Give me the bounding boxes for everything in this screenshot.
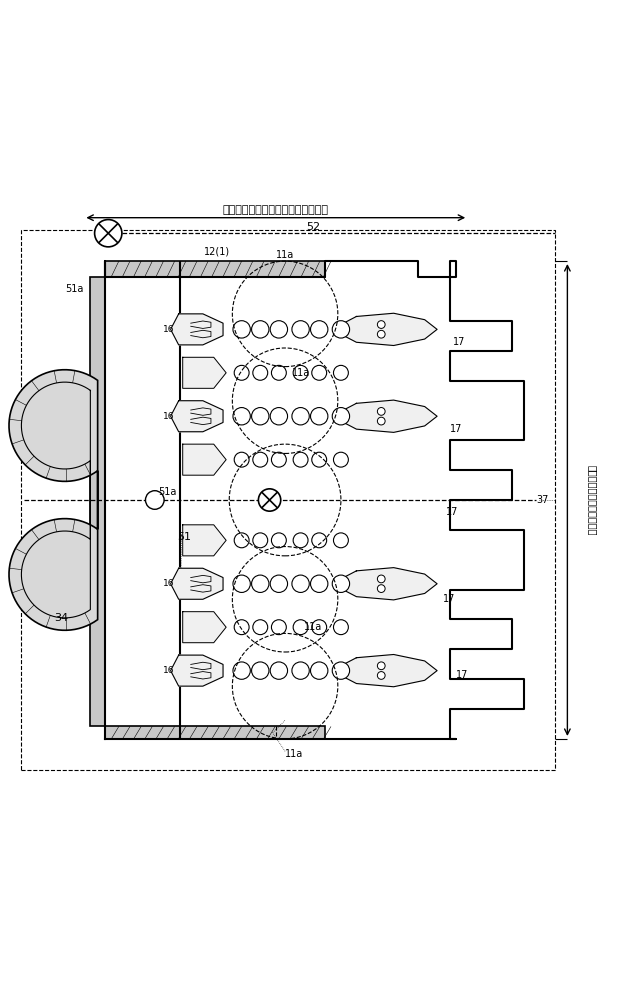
Circle shape <box>253 365 268 380</box>
Circle shape <box>233 662 250 679</box>
Circle shape <box>293 620 308 635</box>
Text: 17: 17 <box>453 337 465 347</box>
Circle shape <box>292 662 309 679</box>
Circle shape <box>312 620 327 635</box>
Circle shape <box>270 408 287 425</box>
Circle shape <box>145 491 164 509</box>
Circle shape <box>334 533 348 548</box>
Circle shape <box>253 620 268 635</box>
Text: 12(1): 12(1) <box>204 247 230 257</box>
Circle shape <box>334 365 348 380</box>
Text: 11a: 11a <box>276 250 294 260</box>
Circle shape <box>377 672 385 679</box>
Circle shape <box>272 620 286 635</box>
Text: 51a: 51a <box>65 284 83 294</box>
Circle shape <box>253 533 268 548</box>
Circle shape <box>377 662 385 670</box>
Circle shape <box>332 408 349 425</box>
Text: 16: 16 <box>163 666 174 675</box>
Circle shape <box>270 575 287 592</box>
Polygon shape <box>90 277 105 726</box>
Circle shape <box>334 452 348 467</box>
Circle shape <box>293 533 308 548</box>
Circle shape <box>377 408 385 415</box>
Circle shape <box>377 585 385 592</box>
Circle shape <box>259 489 280 511</box>
Text: 柴油发动机及其控制方法与控制装置: 柴油发动机及其控制方法与控制装置 <box>223 205 329 215</box>
Text: 11a: 11a <box>285 749 304 759</box>
Polygon shape <box>183 444 226 475</box>
Text: 51a: 51a <box>158 487 177 497</box>
Circle shape <box>270 321 287 338</box>
Text: 发动机的气缸列方向的长度: 发动机的气缸列方向的长度 <box>587 465 597 535</box>
Text: 34: 34 <box>54 613 69 623</box>
Polygon shape <box>344 313 437 346</box>
Circle shape <box>312 533 327 548</box>
Circle shape <box>332 321 349 338</box>
Circle shape <box>293 452 308 467</box>
Circle shape <box>234 365 249 380</box>
Text: 16: 16 <box>163 412 174 421</box>
Circle shape <box>234 452 249 467</box>
Text: 52: 52 <box>306 222 320 232</box>
Text: 17: 17 <box>446 507 459 517</box>
Text: 37: 37 <box>536 495 549 505</box>
Circle shape <box>332 575 349 592</box>
Circle shape <box>377 417 385 425</box>
Circle shape <box>252 662 269 679</box>
Circle shape <box>95 220 122 247</box>
Circle shape <box>234 533 249 548</box>
Circle shape <box>312 365 327 380</box>
Circle shape <box>270 662 287 679</box>
Polygon shape <box>183 612 226 643</box>
Circle shape <box>292 321 309 338</box>
Circle shape <box>377 330 385 338</box>
Text: 17: 17 <box>456 670 468 680</box>
Polygon shape <box>344 568 437 600</box>
Polygon shape <box>171 655 223 686</box>
Text: 51: 51 <box>178 532 192 542</box>
Text: 16: 16 <box>163 325 174 334</box>
Polygon shape <box>183 357 226 388</box>
Circle shape <box>310 408 328 425</box>
Circle shape <box>233 408 250 425</box>
Polygon shape <box>171 401 223 432</box>
Text: 17: 17 <box>449 424 462 434</box>
Circle shape <box>332 662 349 679</box>
Polygon shape <box>183 525 226 556</box>
Circle shape <box>292 575 309 592</box>
Polygon shape <box>171 314 223 345</box>
Circle shape <box>272 533 286 548</box>
Circle shape <box>312 452 327 467</box>
Text: 11a: 11a <box>304 622 322 632</box>
Text: 11a: 11a <box>292 368 310 378</box>
Circle shape <box>272 365 286 380</box>
Circle shape <box>310 575 328 592</box>
Circle shape <box>253 452 268 467</box>
Circle shape <box>233 575 250 592</box>
Polygon shape <box>344 400 437 432</box>
Polygon shape <box>105 261 524 739</box>
Text: 16: 16 <box>163 579 174 588</box>
Polygon shape <box>171 568 223 599</box>
Polygon shape <box>344 654 437 687</box>
Circle shape <box>252 408 269 425</box>
Circle shape <box>292 408 309 425</box>
Polygon shape <box>9 370 98 630</box>
Circle shape <box>234 620 249 635</box>
Circle shape <box>252 575 269 592</box>
Circle shape <box>310 321 328 338</box>
Text: 17: 17 <box>443 594 456 604</box>
Circle shape <box>272 452 286 467</box>
Polygon shape <box>105 261 326 277</box>
Circle shape <box>233 321 250 338</box>
Circle shape <box>377 575 385 583</box>
Circle shape <box>334 620 348 635</box>
Circle shape <box>293 365 308 380</box>
Bar <box>21 230 555 770</box>
Circle shape <box>377 321 385 328</box>
Circle shape <box>310 662 328 679</box>
Circle shape <box>252 321 269 338</box>
Polygon shape <box>105 726 326 739</box>
